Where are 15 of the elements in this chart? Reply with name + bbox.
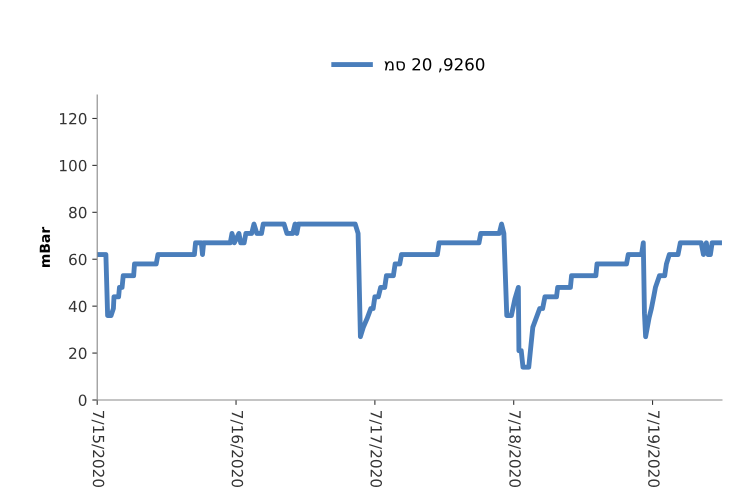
line-series xyxy=(97,222,722,370)
y-tick-label: 100 xyxy=(60,160,86,172)
legend-label: מס 20 ,9260 xyxy=(384,58,484,72)
y-tick-label: 0 xyxy=(78,394,86,406)
y-tick-label: 20 xyxy=(69,348,86,360)
y-tick-label: 80 xyxy=(69,206,86,218)
y-tick-label: 120 xyxy=(60,112,86,124)
x-tick-label: 7/18/2020 xyxy=(508,410,521,488)
y-tick-label: 60 xyxy=(69,254,86,266)
x-tick-label: 7/16/2020 xyxy=(230,410,244,488)
x-tick-label: 7/15/2020 xyxy=(92,410,104,488)
x-tick-label: 7/19/2020 xyxy=(646,410,660,488)
y-tick-label: 40 xyxy=(68,300,86,312)
x-tick-label: 7/17/2020 xyxy=(369,410,382,488)
y-axis-title: mBar xyxy=(40,226,50,267)
